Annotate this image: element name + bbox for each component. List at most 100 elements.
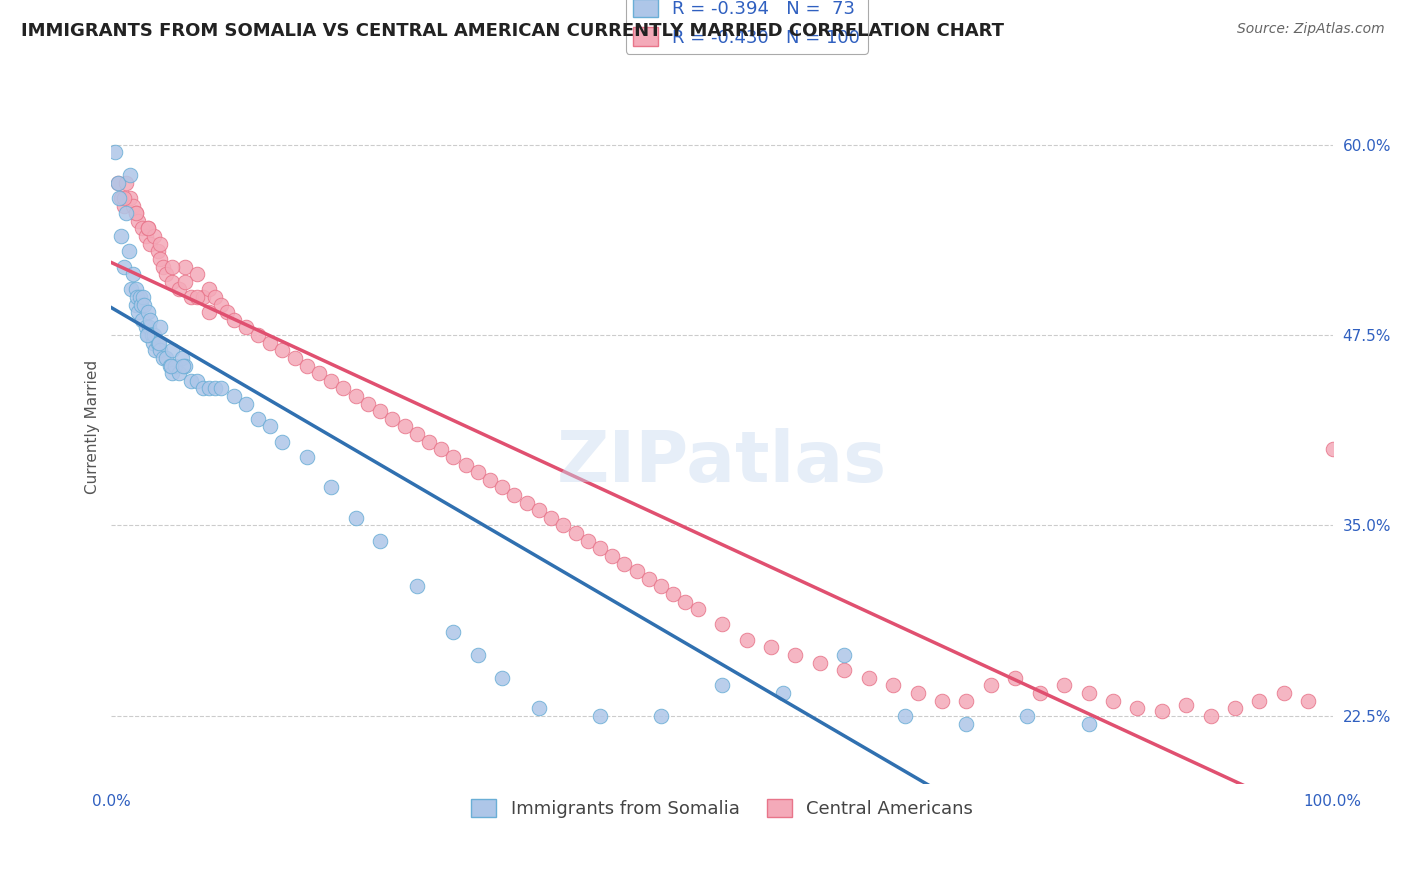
Point (107, 191, 129, 205)
Point (394, 419, 416, 434)
Point (148, 335, 170, 350)
Point (134, 297, 156, 311)
Point (135, 320, 157, 334)
Point (125, 206, 148, 220)
Point (107, 176, 129, 190)
Text: Source: ZipAtlas.com: Source: ZipAtlas.com (1237, 22, 1385, 37)
Point (235, 396, 257, 410)
Point (115, 206, 138, 220)
Point (198, 381, 221, 395)
Point (259, 335, 281, 350)
Point (405, 579, 427, 593)
Point (191, 381, 214, 395)
Point (368, 404, 391, 418)
Point (1053, 678, 1076, 692)
Point (858, 671, 880, 685)
Point (808, 656, 831, 670)
Point (344, 389, 367, 403)
Point (112, 191, 135, 205)
Point (259, 419, 281, 434)
Point (467, 465, 489, 479)
Point (209, 297, 232, 311)
Point (516, 495, 538, 509)
Point (980, 678, 1002, 692)
Point (576, 533, 599, 548)
Y-axis label: Currently Married: Currently Married (86, 359, 100, 493)
Point (118, 191, 141, 205)
Point (149, 236, 172, 251)
Point (527, 701, 550, 715)
Point (321, 374, 343, 388)
Point (125, 282, 148, 296)
Point (132, 290, 155, 304)
Text: IMMIGRANTS FROM SOMALIA VS CENTRAL AMERICAN CURRENTLY MARRIED CORRELATION CHART: IMMIGRANTS FROM SOMALIA VS CENTRAL AMERI… (21, 22, 1004, 40)
Point (357, 396, 380, 410)
Point (125, 206, 148, 220)
Point (142, 335, 165, 350)
Point (686, 602, 709, 616)
Point (759, 640, 782, 655)
Point (332, 381, 354, 395)
Point (173, 260, 195, 274)
Point (1028, 686, 1050, 700)
Point (155, 267, 177, 281)
Text: ZIPatlas: ZIPatlas (557, 428, 887, 497)
Point (125, 297, 148, 311)
Point (675, 594, 697, 608)
Point (246, 328, 269, 343)
Point (149, 343, 172, 358)
Point (115, 176, 138, 190)
Point (172, 351, 194, 365)
Point (162, 260, 184, 274)
Point (138, 320, 160, 334)
Point (162, 366, 184, 380)
Point (120, 282, 142, 296)
Point (180, 290, 202, 304)
Point (198, 305, 221, 319)
Point (882, 678, 904, 692)
Point (785, 648, 807, 662)
Point (589, 541, 612, 556)
Point (162, 343, 184, 358)
Point (1126, 701, 1149, 715)
Point (1223, 701, 1246, 715)
Point (172, 359, 194, 373)
Point (600, 549, 623, 563)
Point (491, 480, 513, 494)
Legend: Immigrants from Somalia, Central Americans: Immigrants from Somalia, Central America… (464, 792, 980, 825)
Point (180, 374, 202, 388)
Point (167, 282, 190, 296)
Point (118, 168, 141, 182)
Point (246, 412, 269, 426)
Point (104, 145, 127, 160)
Point (186, 290, 208, 304)
Point (149, 252, 172, 266)
Point (467, 648, 489, 662)
Point (735, 632, 758, 647)
Point (191, 290, 214, 304)
Point (711, 617, 734, 632)
Point (125, 290, 148, 304)
Point (107, 176, 129, 190)
Point (491, 671, 513, 685)
Point (441, 625, 464, 640)
Point (146, 335, 169, 350)
Point (1102, 693, 1125, 707)
Point (209, 381, 232, 395)
Point (772, 686, 794, 700)
Point (344, 511, 367, 525)
Point (295, 359, 318, 373)
Point (1004, 671, 1026, 685)
Point (141, 328, 163, 343)
Point (145, 343, 167, 358)
Point (1298, 693, 1320, 707)
Point (129, 297, 152, 311)
Point (441, 450, 464, 464)
Point (146, 244, 169, 259)
Point (143, 229, 166, 244)
Point (381, 412, 404, 426)
Point (167, 366, 190, 380)
Point (931, 693, 953, 707)
Point (907, 686, 929, 700)
Point (894, 709, 917, 723)
